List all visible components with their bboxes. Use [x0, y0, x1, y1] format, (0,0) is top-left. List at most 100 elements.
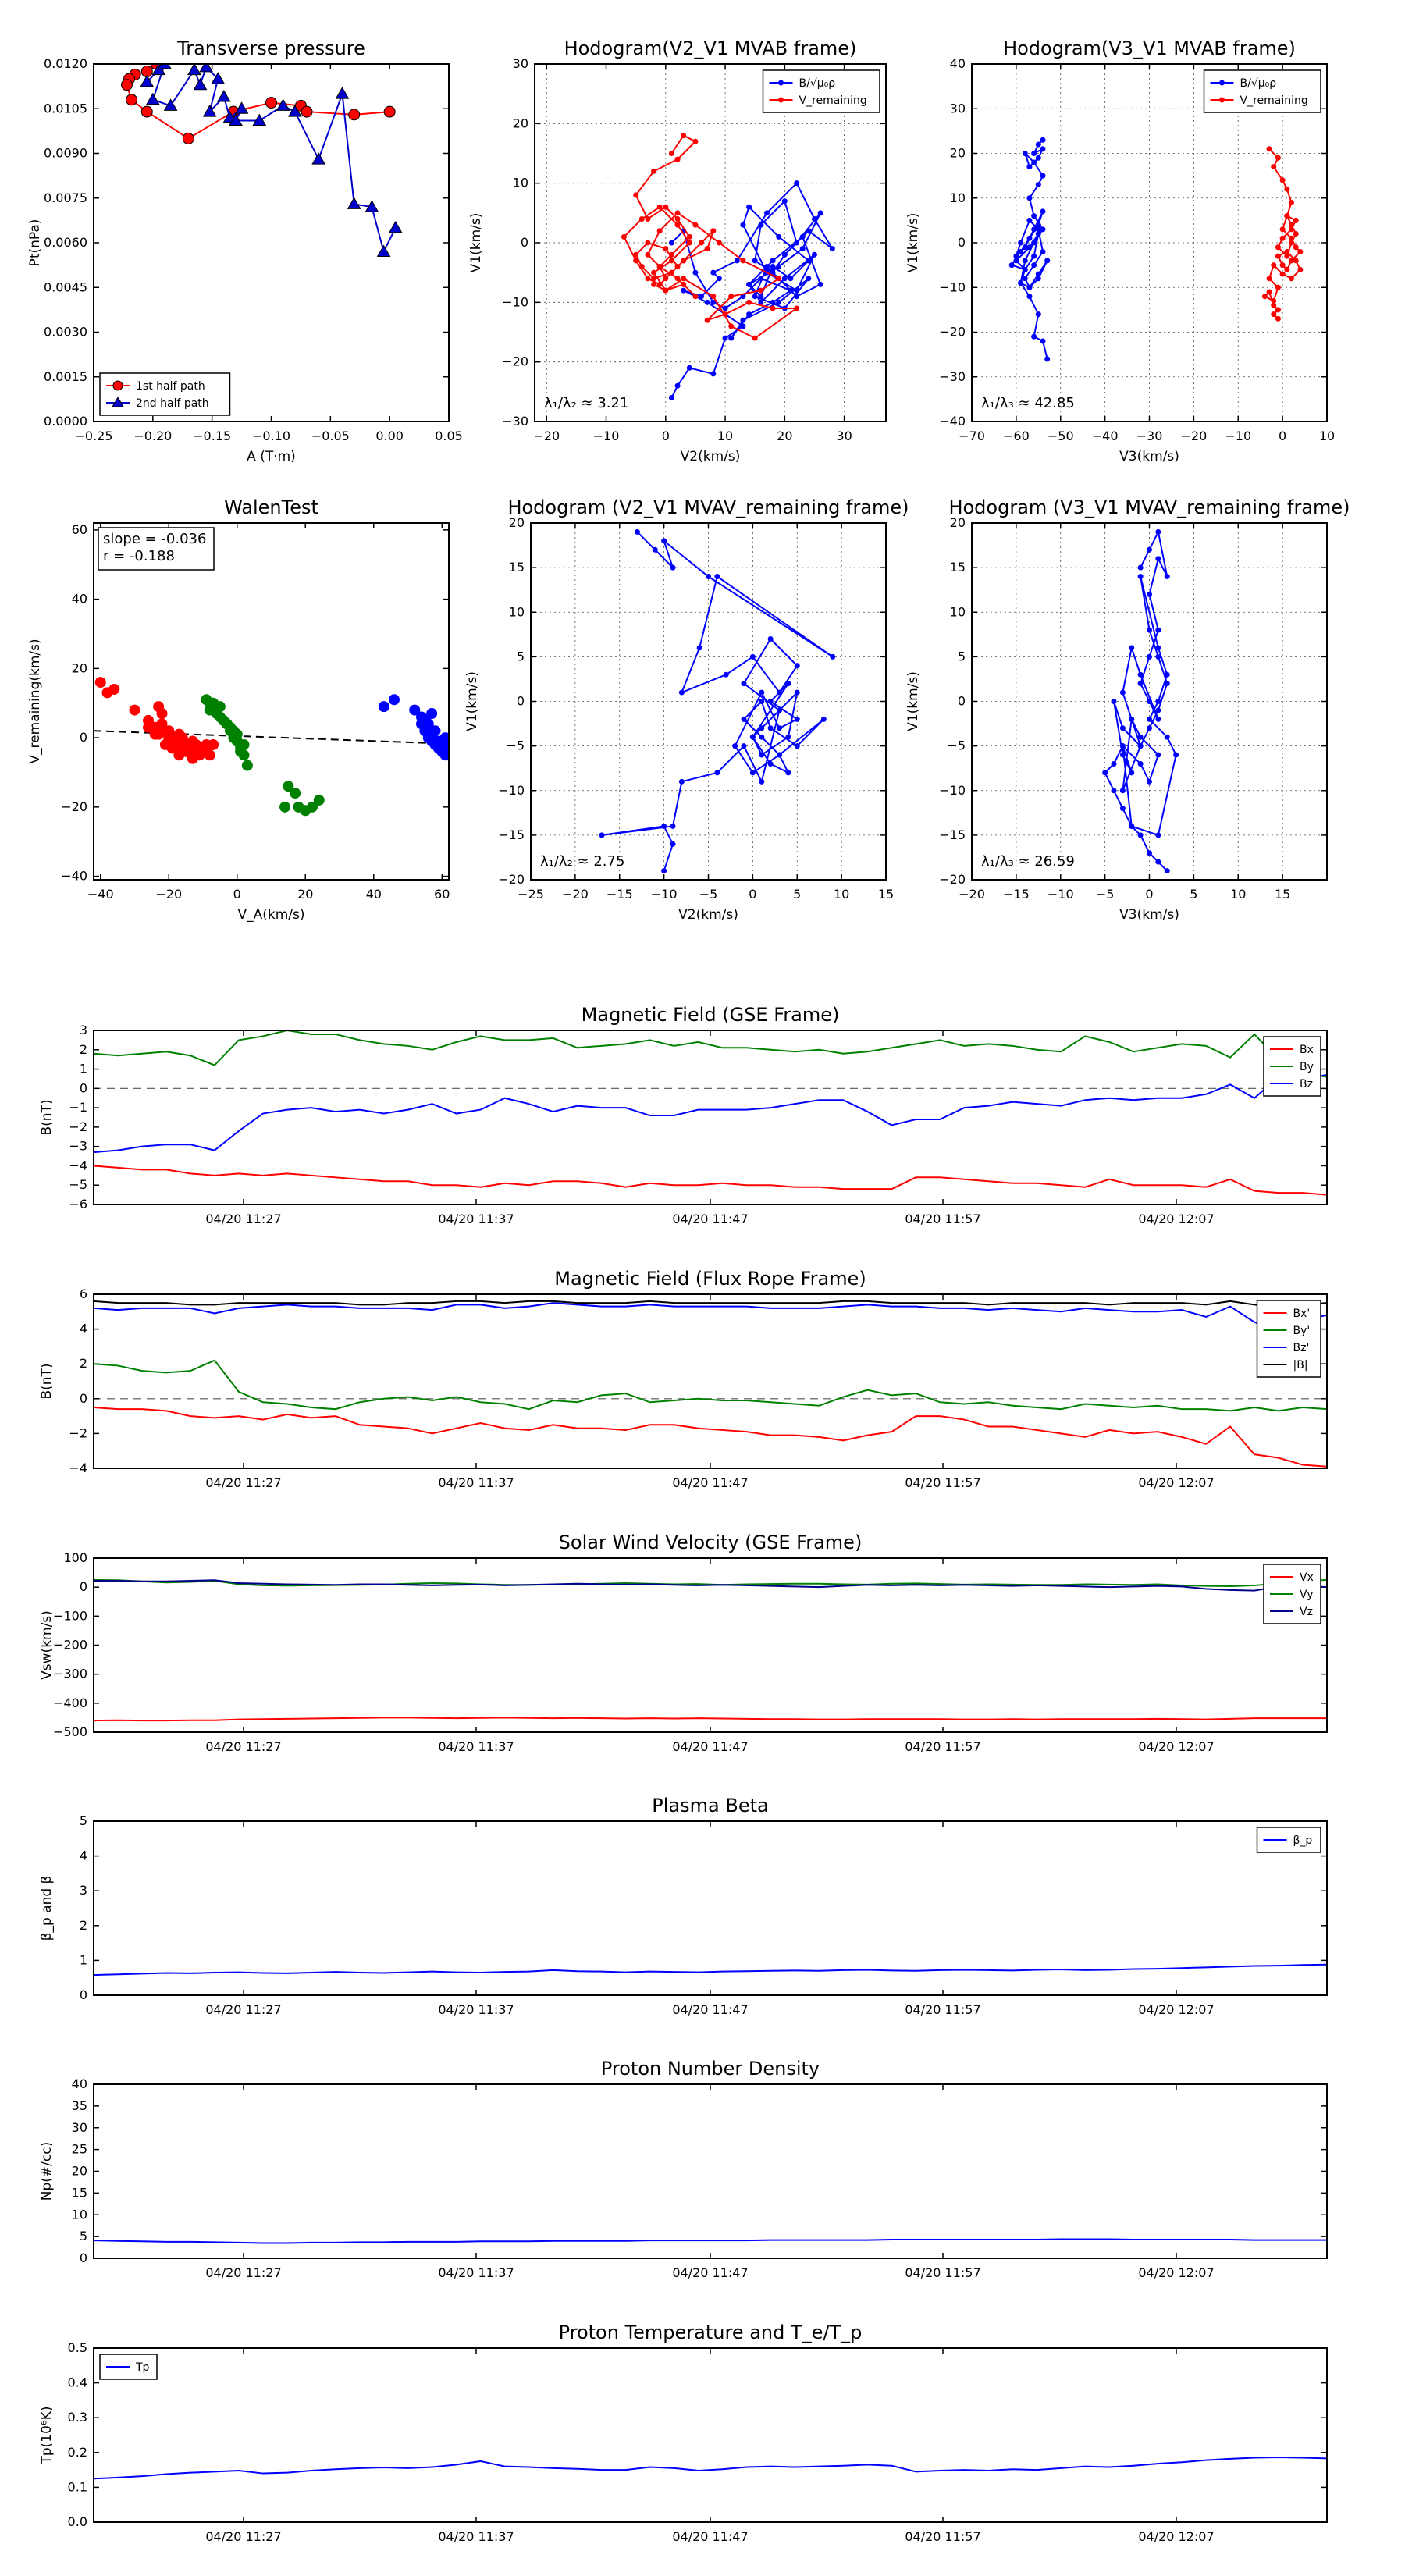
x-tick-label: 10	[717, 429, 733, 443]
data-point	[1293, 217, 1299, 223]
data-point	[674, 215, 681, 222]
data-point	[651, 276, 657, 282]
legend-box	[762, 69, 880, 113]
y-axis-label: B(nT)	[39, 1099, 55, 1135]
data-point	[1297, 266, 1304, 272]
series-np-line	[94, 2238, 1327, 2244]
x-tick-label: 04/20 11:47	[672, 1475, 748, 1490]
data-point	[633, 251, 639, 258]
y-tick-label: 5	[958, 649, 966, 664]
data-point	[1293, 244, 1299, 251]
chart-p3: Hodogram(V3_V1 MVAB frame) −40 −30 −20 −10 0 1…	[905, 37, 1335, 464]
plot-frame	[93, 1293, 1328, 1469]
legend-label: 1st half path	[136, 380, 205, 393]
chart-p5: Hodogram (V2_V1 MVAV_remaining frame) −20…	[464, 496, 909, 923]
y-tick-label: 35	[72, 2098, 87, 2113]
data-point	[1289, 235, 1294, 241]
data-point	[376, 244, 391, 257]
data-point	[1035, 141, 1041, 148]
data-point	[1275, 253, 1281, 259]
series-v-remaining-line	[623, 134, 799, 340]
data-point	[710, 299, 717, 305]
data-point	[722, 311, 728, 318]
data-point	[365, 200, 379, 212]
data-point	[1164, 574, 1170, 580]
plot-area	[94, 2238, 1327, 2244]
x-tick-label: 20	[777, 429, 792, 443]
legend-label: β_p	[1293, 1834, 1313, 1847]
series-vz-line	[94, 1579, 1327, 1592]
y-tick-label: −500	[53, 1724, 87, 1739]
data-point	[416, 711, 427, 723]
data-point	[1031, 151, 1037, 156]
data-point	[674, 210, 681, 216]
data-point	[193, 77, 208, 91]
data-point	[794, 663, 800, 669]
legend: Tp	[99, 2354, 158, 2380]
data-point	[1137, 681, 1144, 687]
data-point	[1040, 248, 1046, 254]
x-tick-label: 04/20 11:47	[672, 2002, 748, 2017]
series-1st-half-path-line	[126, 64, 390, 140]
x-tick-label: 04/20 11:27	[205, 2529, 281, 2544]
chart-title: Magnetic Field (Flux Rope Frame)	[554, 1268, 866, 1290]
plot-area	[94, 1030, 1327, 1196]
plot-area	[94, 1300, 1327, 1468]
data-point	[716, 276, 722, 282]
data-point	[759, 699, 765, 704]
chart-title: Solar Wind Velocity (GSE Frame)	[559, 1532, 863, 1553]
data-point	[749, 653, 756, 660]
data-point	[422, 718, 434, 730]
data-point	[1026, 164, 1033, 170]
data-point	[638, 264, 645, 270]
legend: B/√μ₀ρ V_remaining	[762, 69, 880, 113]
data-point	[663, 276, 669, 282]
data-point	[290, 788, 301, 799]
y-tick-label: 60	[72, 522, 87, 537]
data-point	[1289, 240, 1294, 246]
data-point	[633, 258, 639, 264]
data-point	[785, 734, 791, 740]
y-tick-label: 0.3	[68, 2410, 87, 2425]
y-tick-label: 30	[950, 101, 966, 116]
y-tick-label: −2	[69, 1425, 87, 1440]
legend-box	[1256, 1827, 1321, 1853]
stats-line: r = -0.188	[103, 548, 175, 564]
x-tick-label: 04/20 11:57	[905, 2002, 980, 2017]
data-point	[1022, 244, 1028, 251]
plot-area	[94, 2457, 1327, 2480]
data-point	[722, 335, 728, 341]
x-tick-label: −20	[959, 887, 985, 902]
x-tick-label: 30	[836, 429, 852, 443]
data-point	[681, 276, 687, 282]
chart-title: Hodogram(V2_V1 MVAB frame)	[564, 37, 857, 59]
y-tick-label: 0.0045	[44, 279, 87, 294]
data-point	[763, 210, 770, 216]
legend-marker	[1219, 97, 1225, 103]
data-point	[638, 215, 645, 222]
y-tick-label: −3	[69, 1139, 87, 1154]
data-point	[1031, 262, 1037, 269]
data-point	[799, 233, 806, 240]
series-2nd-half-path-line	[146, 64, 397, 254]
data-point	[126, 94, 138, 106]
x-tick-label: 04/20 11:47	[672, 2529, 748, 2544]
data-point	[674, 222, 681, 228]
data-point	[645, 215, 651, 222]
data-point	[776, 264, 782, 270]
data-point	[706, 574, 711, 580]
x-tick-label: 04/20 11:57	[905, 2265, 980, 2280]
data-point	[696, 645, 702, 651]
y-tick-label: 0.0090	[44, 146, 87, 161]
legend-label: 2nd half path	[136, 397, 209, 410]
x-tick-label: −0.05	[311, 429, 350, 443]
x-tick-label: −15	[606, 887, 633, 902]
data-point	[140, 74, 155, 87]
data-point	[794, 716, 800, 722]
x-tick-label: 10	[1230, 887, 1246, 902]
data-point	[1129, 645, 1135, 651]
data-point	[785, 770, 791, 776]
data-point	[670, 564, 676, 571]
data-point	[1035, 226, 1041, 233]
x-tick-label: −0.15	[193, 429, 231, 443]
